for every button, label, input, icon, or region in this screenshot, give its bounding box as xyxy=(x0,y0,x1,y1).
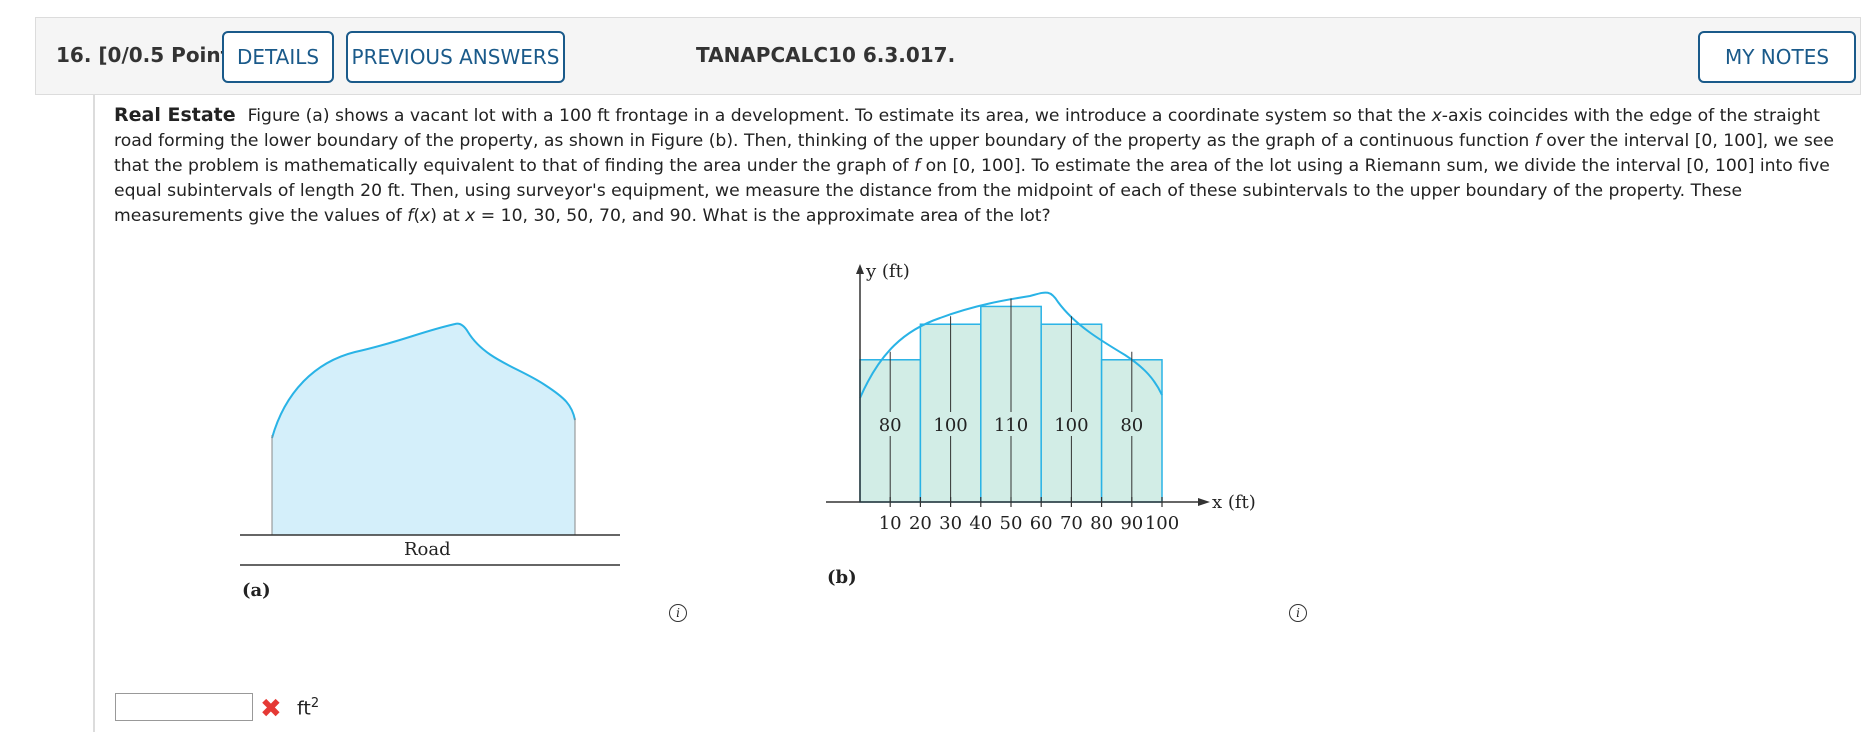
lot-drawing xyxy=(240,322,620,566)
details-button[interactable]: DETAILS xyxy=(222,31,334,83)
y-axis-label: y (ft) xyxy=(865,261,910,282)
value-label-bg xyxy=(932,412,969,436)
value-label-bg xyxy=(872,412,909,436)
riemann-chart: 80 100 110 100 80 10 20 30 40 50 60 70 80 90 100 y (f… xyxy=(826,261,1256,534)
figure-a-label: (a) xyxy=(242,580,271,601)
road-label: Road xyxy=(404,539,451,560)
value-label-bg xyxy=(993,412,1029,436)
question-header: 16. [0/0.5 Points] DETAILS PREVIOUS ANSW… xyxy=(35,17,1861,95)
content-left-rule xyxy=(93,95,95,732)
problem-code: TANAPCALC10 6.3.017. xyxy=(696,43,956,67)
bar-value-label: 100 xyxy=(1054,415,1088,436)
x-tick-label: 20 xyxy=(909,513,932,534)
my-notes-button[interactable]: MY NOTES xyxy=(1698,31,1856,83)
x-axis-label: x (ft) xyxy=(1212,492,1256,513)
x-tick-label: 70 xyxy=(1060,513,1083,534)
info-icon[interactable]: i xyxy=(669,604,687,622)
answer-input[interactable] xyxy=(115,693,253,721)
bar-value-label: 80 xyxy=(1120,415,1143,436)
x-tick-label: 60 xyxy=(1030,513,1053,534)
bar-value-label: 100 xyxy=(933,415,967,436)
x-tick-label: 80 xyxy=(1090,513,1113,534)
bar-value-label: 80 xyxy=(879,415,902,436)
x-tick-label: 40 xyxy=(969,513,992,534)
answer-unit: ft2 xyxy=(297,696,320,720)
x-tick-label: 50 xyxy=(1000,513,1023,534)
value-label-bg xyxy=(1053,412,1090,436)
figure-b-label: (b) xyxy=(827,567,857,588)
incorrect-icon: ✖ xyxy=(260,694,282,724)
x-tick-label: 100 xyxy=(1145,513,1179,534)
x-tick-label: 10 xyxy=(879,513,902,534)
problem-text: Real Estate Figure (a) shows a vacant lot… xyxy=(114,104,1834,226)
x-tick-label: 30 xyxy=(939,513,962,534)
previous-answers-button[interactable]: PREVIOUS ANSWERS xyxy=(346,31,565,83)
problem-title: Real Estate xyxy=(114,104,236,126)
bar-value-label: 110 xyxy=(994,415,1028,436)
x-tick-label: 90 xyxy=(1120,513,1143,534)
info-icon[interactable]: i xyxy=(1289,604,1307,622)
value-label-bg xyxy=(1113,412,1150,436)
